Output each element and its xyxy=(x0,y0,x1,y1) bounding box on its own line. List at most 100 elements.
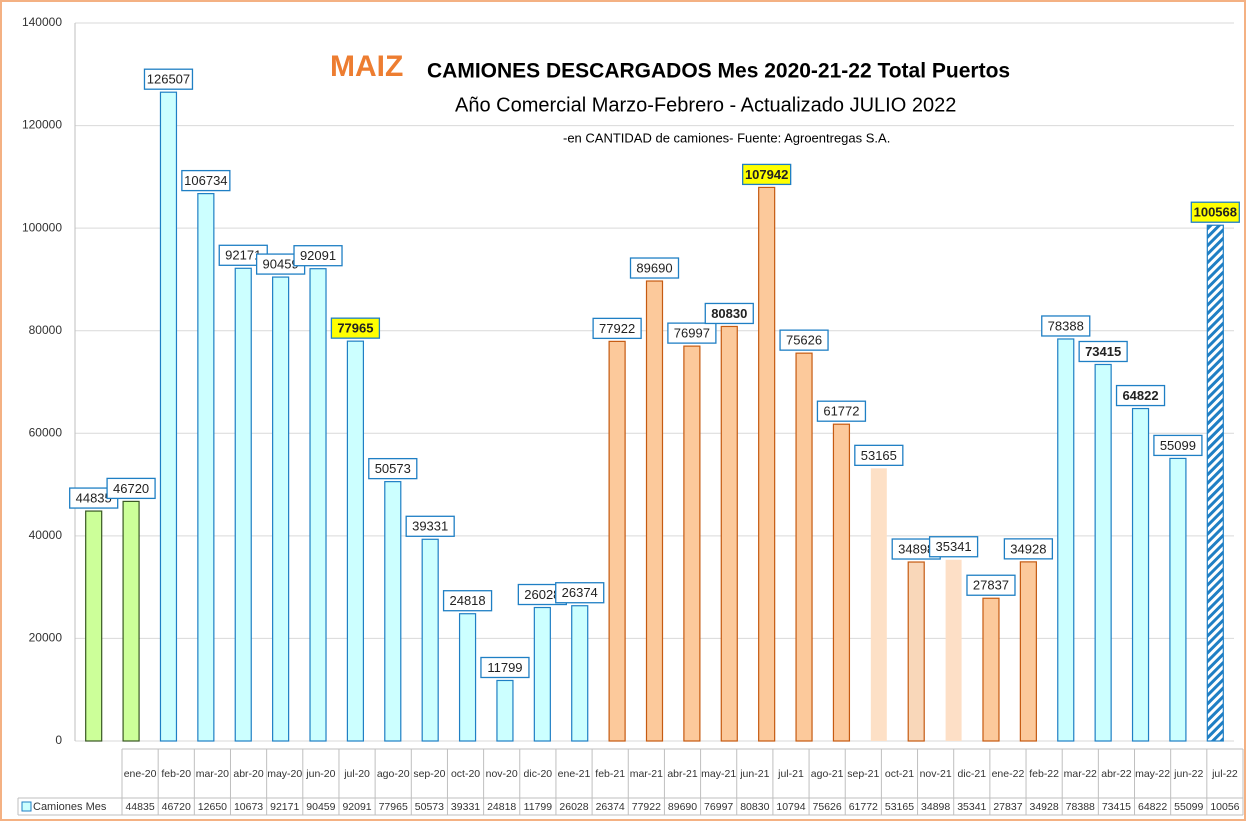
x-tick-label: mar-20 xyxy=(196,768,229,780)
table-cell: 12650 xyxy=(198,801,227,813)
bar xyxy=(234,267,252,742)
x-tick-label: sep-21 xyxy=(847,768,879,780)
data-label-box xyxy=(1041,315,1091,337)
data-label: 35341 xyxy=(936,539,972,554)
bar xyxy=(720,325,738,742)
data-label-box xyxy=(1190,201,1240,223)
x-tick-label: jul-20 xyxy=(343,768,370,780)
legend-label: Camiones Mes xyxy=(33,801,107,813)
data-label: 78388 xyxy=(1048,318,1084,333)
bar xyxy=(272,276,290,742)
table-cell: 90459 xyxy=(306,801,335,813)
data-label-box xyxy=(405,515,455,537)
data-label-box xyxy=(667,322,717,344)
data-label-box xyxy=(928,536,979,558)
data-label: 26374 xyxy=(562,585,598,600)
bar xyxy=(645,280,664,742)
y-tick-label: 40000 xyxy=(29,528,63,542)
x-tick-label: jun-22 xyxy=(1173,768,1203,780)
data-label: 34928 xyxy=(1010,541,1046,556)
table-cell: 46720 xyxy=(162,801,191,813)
data-label-box xyxy=(704,302,754,325)
data-label: 50573 xyxy=(375,461,411,476)
bar xyxy=(1019,561,1037,742)
data-label-box xyxy=(442,590,493,612)
data-label: 100568 xyxy=(1194,205,1237,220)
y-tick-label: 80000 xyxy=(29,323,63,337)
x-tick-label: abr-22 xyxy=(1101,768,1132,780)
data-label: 106734 xyxy=(184,173,227,188)
bar xyxy=(384,481,402,742)
table-cell: 50573 xyxy=(415,801,444,813)
table-cell: 92171 xyxy=(270,801,299,813)
x-tick-label: mar-21 xyxy=(630,768,663,780)
data-label: 44835 xyxy=(76,490,112,505)
data-label: 77965 xyxy=(337,321,373,336)
bar xyxy=(496,679,514,742)
table-cell: 73415 xyxy=(1102,801,1131,813)
y-tick-label: 100000 xyxy=(22,220,62,234)
table-cell: 53165 xyxy=(885,801,914,813)
table-cell: 34898 xyxy=(921,801,950,813)
data-label-box xyxy=(480,656,530,679)
data-label: 107942 xyxy=(745,167,788,182)
data-label: 39331 xyxy=(412,519,448,534)
title-brand: MAIZ xyxy=(330,50,403,83)
x-tick-label: may-21 xyxy=(701,768,736,780)
data-label: 89690 xyxy=(636,260,672,275)
table-cell: 75626 xyxy=(813,801,842,813)
bar xyxy=(309,268,327,742)
bar xyxy=(982,597,1000,742)
data-label: 90459 xyxy=(263,257,299,272)
x-tick-label: abr-20 xyxy=(233,768,264,780)
data-label: 26028 xyxy=(524,587,560,602)
x-tick-label: sep-20 xyxy=(413,768,445,780)
x-tick-label: jun-21 xyxy=(739,768,769,780)
data-label-box xyxy=(1003,538,1054,560)
x-tick-label: ago-21 xyxy=(811,768,844,780)
data-label-box xyxy=(555,582,605,604)
bar xyxy=(533,606,551,742)
y-tick-label: 60000 xyxy=(29,425,63,439)
bar xyxy=(832,423,851,742)
data-label: 53165 xyxy=(861,448,897,463)
bar xyxy=(1094,363,1112,742)
table-cell: 24818 xyxy=(487,801,516,813)
data-label: 80830 xyxy=(711,306,747,321)
x-tick-label: ene-20 xyxy=(124,768,157,780)
data-label-box xyxy=(143,68,194,90)
data-label: 11799 xyxy=(487,660,522,675)
bar xyxy=(571,605,589,742)
x-tick-label: jun-20 xyxy=(305,768,335,780)
bar xyxy=(870,468,887,741)
table-cell: 80830 xyxy=(740,801,769,813)
y-tick-label: 0 xyxy=(55,733,62,747)
data-label-box xyxy=(742,163,792,186)
x-tick-label: abr-21 xyxy=(667,768,698,780)
x-tick-label: ago-20 xyxy=(377,768,410,780)
x-tick-label: dic-21 xyxy=(957,768,986,780)
data-label: 73415 xyxy=(1085,344,1121,359)
data-label-box xyxy=(779,329,829,351)
data-label: 64822 xyxy=(1122,388,1158,403)
table-cell: 76997 xyxy=(704,801,733,813)
data-label: 75626 xyxy=(786,333,822,348)
table-cell: 11799 xyxy=(524,801,553,813)
bar xyxy=(421,538,439,742)
table-cell: 77922 xyxy=(632,801,661,813)
x-tick-label: dic-20 xyxy=(524,768,553,780)
bar xyxy=(1169,457,1187,742)
data-label-box xyxy=(816,400,867,422)
bar xyxy=(1057,338,1075,742)
data-label: 76997 xyxy=(674,326,710,341)
bar xyxy=(608,340,626,742)
bar xyxy=(758,186,776,742)
data-label-box xyxy=(629,257,680,279)
x-tick-label: jul-21 xyxy=(777,768,804,780)
table-cell: 64822 xyxy=(1138,801,1167,813)
table-cell: 10794 xyxy=(776,801,805,813)
data-label: 92091 xyxy=(300,248,336,263)
data-label: 27837 xyxy=(973,578,1009,593)
data-label-box xyxy=(1078,340,1128,363)
table-cell: 34928 xyxy=(1030,801,1059,813)
